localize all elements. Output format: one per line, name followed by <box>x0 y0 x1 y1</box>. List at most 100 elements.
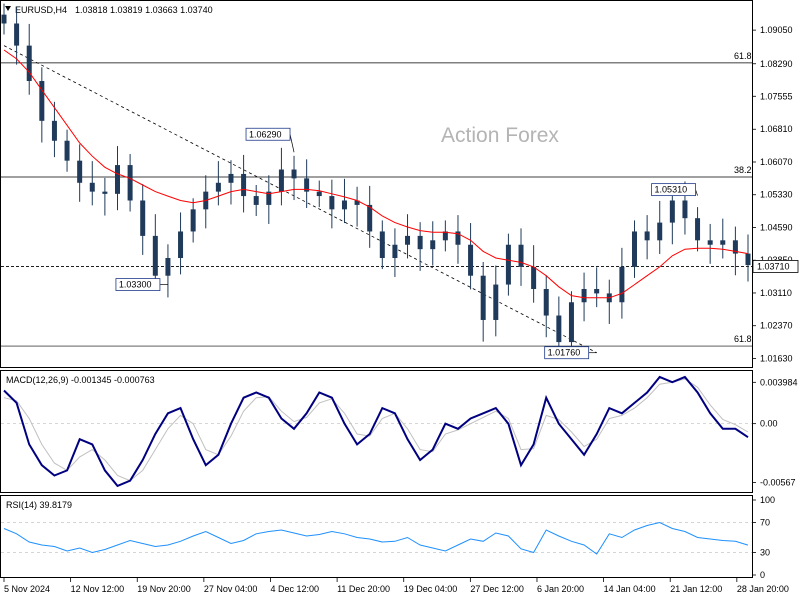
candle-body <box>253 196 259 205</box>
time-tick-label: 19 Nov 20:00 <box>137 584 191 594</box>
rsi-line <box>1 521 752 555</box>
candle-body <box>657 222 663 241</box>
rsi-title: RSI(14) 39.8179 <box>6 500 72 510</box>
macd-tick-label: 0.00 <box>760 419 778 429</box>
macd-main-line <box>3 375 749 488</box>
candle-body <box>102 191 108 194</box>
price-tick-label: 1.06070 <box>760 157 793 167</box>
annotation-label: 1.03300 <box>119 280 152 290</box>
candle-body <box>594 288 600 294</box>
macd-title: MACD(12,26,9) -0.001345 -0.000763 <box>6 375 155 385</box>
price-tick-label: 1.06810 <box>760 124 793 134</box>
annotation-label: 1.06290 <box>249 129 282 139</box>
candle-body <box>644 231 650 241</box>
price-tick-label: 1.02370 <box>760 321 793 331</box>
annotation-box <box>544 346 590 360</box>
rsi-line <box>3 521 749 555</box>
candle-body <box>316 191 322 197</box>
candle-body <box>51 120 57 141</box>
macd-lines <box>1 375 752 488</box>
annotation-box <box>651 183 696 197</box>
annotation-box <box>245 127 291 141</box>
rsi-tick-label: 100 <box>760 495 775 505</box>
macd-signal-line <box>3 378 749 482</box>
candle-body <box>140 200 146 236</box>
annotation-box <box>115 278 161 291</box>
candle-body <box>39 81 45 121</box>
price-annotations: 1.06290 1.03300 1.05310 1.01760 <box>115 127 698 360</box>
candle-body <box>568 302 574 343</box>
candle-body <box>266 191 272 205</box>
candle-body <box>77 160 83 183</box>
candle-body <box>1 14 7 24</box>
price-panel-frame <box>0 0 753 368</box>
time-tick-label: 11 Dec 20:00 <box>337 584 390 594</box>
candle-body <box>543 288 549 316</box>
price-tick-label: 1.08290 <box>760 59 793 69</box>
time-tick-label: 19 Dec 04:00 <box>404 584 458 594</box>
time-axis: 5 Nov 2024 12 Nov 12:00 19 Nov 20:00 27 Nov… <box>3 578 789 594</box>
price-tick-label: 1.01630 <box>760 353 793 363</box>
price-axis: 1.09050 1.08290 1.07555 1.06810 1.06070 1.053… <box>752 25 793 363</box>
macd-axis: 0.003984 0.00 -0.00567 <box>752 377 798 488</box>
rsi-axis: 100 70 30 0 <box>752 495 775 580</box>
watermark: Action Forex <box>441 124 559 147</box>
candle-body <box>556 315 562 343</box>
candle-body <box>745 253 751 266</box>
fib-levels: 61.8 38.2 61.8 <box>1 51 752 347</box>
candle-body <box>632 231 638 267</box>
rsi-tick-label: 70 <box>760 518 770 528</box>
price-tick-label: 1.09050 <box>760 25 793 35</box>
candle-body <box>152 235 158 276</box>
candle-body <box>442 231 448 241</box>
macd-tick-label: -0.00567 <box>760 478 796 488</box>
candle-body <box>669 200 675 223</box>
annotation-label: 1.05310 <box>655 185 688 195</box>
candle-body <box>127 165 133 201</box>
candle-body <box>354 200 360 205</box>
candle-body <box>518 244 524 267</box>
time-tick-label: 27 Dec 12:00 <box>470 584 524 594</box>
time-tick-label: 6 Jan 20:00 <box>537 584 584 594</box>
time-tick-label: 21 Jan 12:00 <box>670 584 722 594</box>
time-tick-label: 5 Nov 2024 <box>4 584 50 594</box>
candle-body <box>114 165 120 194</box>
candle-body <box>493 284 499 320</box>
candle-body <box>682 200 688 219</box>
fib-label: 38.2 <box>734 165 752 175</box>
macd-tick-label: 0.003984 <box>760 377 798 387</box>
rsi-tick-label: 0 <box>760 570 765 580</box>
candle-body <box>26 45 32 82</box>
time-tick-label: 28 Jan 20:00 <box>737 584 789 594</box>
candle-body <box>720 240 726 245</box>
candle-body <box>392 244 398 259</box>
symbol-label: EURUSD,H4 <box>15 5 67 15</box>
candle-body <box>379 231 385 259</box>
time-tick-label: 12 Nov 12:00 <box>71 584 125 594</box>
ma-line <box>3 49 749 299</box>
trendline <box>3 45 597 354</box>
price-tick-label: 1.03110 <box>760 288 792 298</box>
candle-body <box>531 266 537 289</box>
fib-label: 61.8 <box>734 51 752 61</box>
candle-body <box>455 231 461 245</box>
time-tick-label: 4 Dec 12:00 <box>270 584 319 594</box>
candle-body <box>732 240 738 254</box>
candle-body <box>64 140 70 161</box>
candle-body <box>581 288 587 303</box>
candle-body <box>417 235 423 250</box>
candle-body <box>215 182 221 192</box>
candle-body <box>89 182 95 192</box>
candle-body <box>468 244 474 276</box>
candle-body <box>480 275 486 320</box>
candle-body <box>291 169 297 179</box>
triangle-down-icon <box>5 6 11 11</box>
candle-body <box>695 218 701 241</box>
candle-body <box>619 266 625 303</box>
ohlc-values: 1.03818 1.03819 1.03663 1.03740 <box>75 5 213 15</box>
time-tick-label: 14 Jan 04:00 <box>604 584 656 594</box>
candle-body <box>304 178 310 192</box>
time-tick-label: 27 Nov 04:00 <box>204 584 258 594</box>
current-price-label: 1.03710 <box>757 261 790 271</box>
